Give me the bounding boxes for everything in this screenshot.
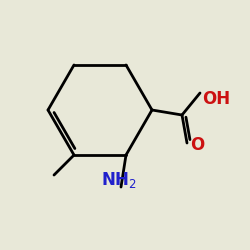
Text: NH$_2$: NH$_2$	[101, 170, 137, 190]
Text: O: O	[190, 136, 204, 154]
Text: OH: OH	[202, 90, 230, 108]
